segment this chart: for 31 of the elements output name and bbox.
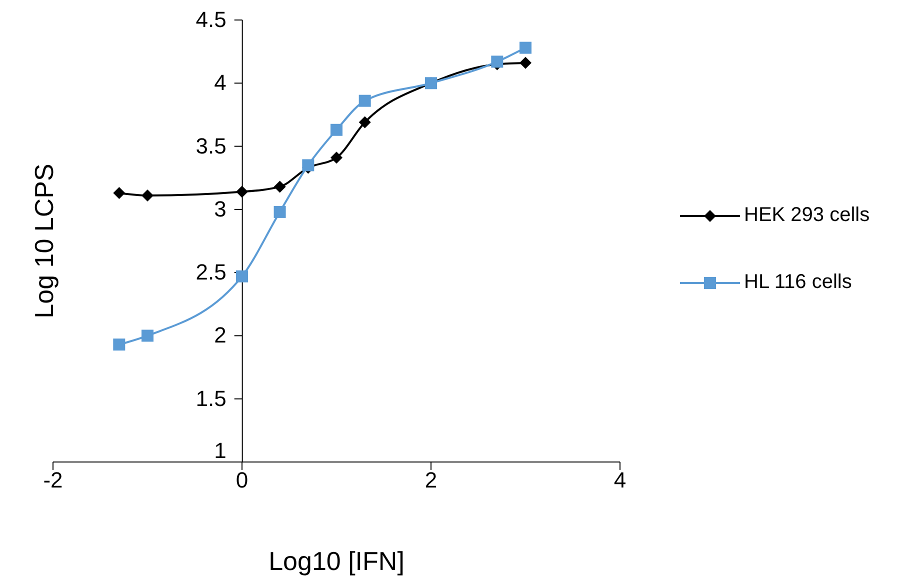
y-tick-label: 2	[214, 322, 226, 348]
point	[113, 338, 126, 351]
point	[358, 116, 371, 128]
point	[142, 190, 154, 202]
point	[274, 180, 286, 193]
point	[330, 124, 342, 136]
legend-label: HL 116 cells	[744, 271, 852, 294]
y-axis-title: Log 10 LCPS	[29, 164, 60, 318]
point	[274, 206, 286, 218]
point	[358, 94, 371, 107]
y-tick-label: 1.5	[196, 386, 226, 411]
point	[330, 152, 342, 164]
point	[520, 42, 532, 54]
x-axis-title: Log10 [IFN]	[268, 546, 404, 576]
point	[142, 330, 154, 342]
point	[236, 186, 248, 198]
y-tick-label: 2.5	[196, 260, 226, 285]
x-tick-label: 0	[236, 468, 248, 493]
point	[491, 56, 504, 68]
y-tick-label: 4	[214, 70, 226, 96]
point	[236, 270, 248, 282]
point	[520, 56, 532, 69]
y-tick-label: 3.5	[196, 133, 226, 158]
x-tick-label: -2	[43, 468, 63, 493]
legend-label: HEK 293 cells	[744, 204, 870, 227]
y-tick-label: 4.5	[196, 7, 226, 32]
x-tick-label: 4	[614, 468, 626, 493]
y-tick-label: 3	[214, 196, 226, 222]
y-tick-label: 1	[214, 438, 226, 463]
point	[113, 187, 126, 200]
x-tick-label: 2	[424, 468, 438, 493]
